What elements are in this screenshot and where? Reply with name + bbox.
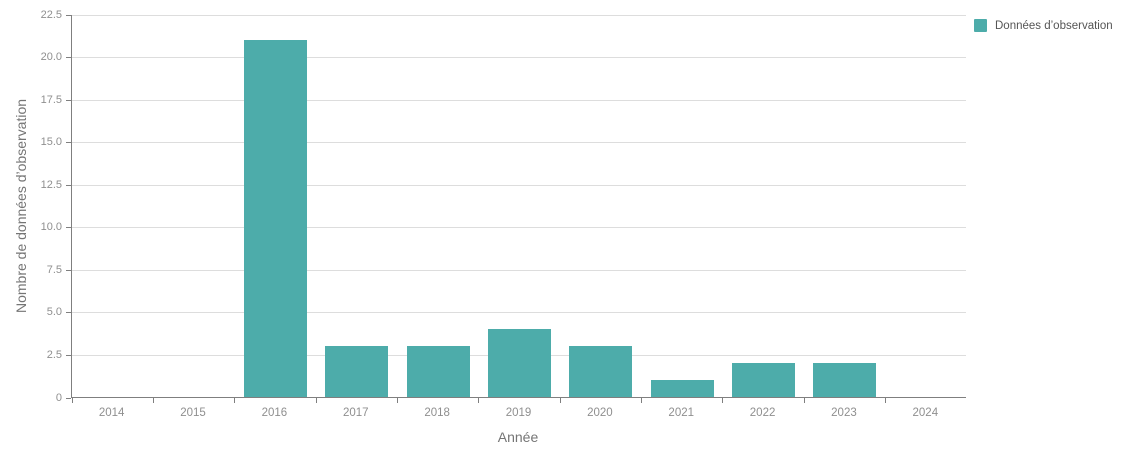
y-tick-mark-10.0 — [66, 227, 71, 229]
x-tick-label-2019: 2019 — [505, 407, 532, 419]
bar-2018[interactable] — [406, 345, 470, 397]
plot-area — [66, 14, 966, 403]
x-tick-label-2022: 2022 — [749, 407, 776, 419]
gridline-y-10.0 — [72, 227, 966, 229]
y-tick-mark-17.5 — [66, 99, 71, 101]
x-tick-mark-9 — [803, 398, 805, 403]
gridline-y-15.0 — [72, 142, 966, 144]
x-tick-mark-0 — [71, 398, 73, 403]
gridline-y-20.0 — [72, 57, 966, 59]
y-tick-mark-12.5 — [66, 184, 71, 186]
bar-2020[interactable] — [569, 345, 633, 397]
x-tick-mark-8 — [722, 398, 724, 403]
x-tick-label-2016: 2016 — [261, 407, 288, 419]
x-tick-label-2015: 2015 — [180, 407, 206, 419]
y-axis-title: Nombre de données d’observation — [13, 98, 29, 314]
x-tick-label-2014: 2014 — [98, 407, 125, 419]
gridline-y-22.5 — [72, 14, 966, 16]
gridline-y-17.5 — [72, 99, 966, 101]
x-tick-mark-3 — [315, 398, 317, 403]
x-tick-label-2018: 2018 — [424, 407, 450, 419]
x-tick-label-2020: 2020 — [587, 407, 613, 419]
y-tick-label-17.5: 17.5 — [40, 93, 62, 106]
x-tick-mark-6 — [559, 398, 561, 403]
y-tick-mark-7.5 — [66, 269, 71, 271]
y-tick-mark-20.0 — [66, 57, 71, 59]
y-tick-label-7.5: 7.5 — [46, 263, 62, 276]
gridline-y-12.5 — [72, 184, 966, 186]
y-tick-label-10.0: 10.0 — [40, 221, 62, 234]
bar-2023[interactable] — [813, 362, 877, 397]
y-tick-mark-0 — [66, 397, 71, 399]
y-tick-label-0: 0 — [55, 391, 62, 404]
y-tick-label-20.0: 20.0 — [40, 51, 62, 64]
y-tick-mark-15.0 — [66, 142, 71, 144]
y-tick-label-15.0: 15.0 — [40, 136, 62, 149]
y-tick-mark-2.5 — [66, 354, 71, 356]
x-tick-label-2024: 2024 — [912, 407, 939, 419]
bar-2019[interactable] — [488, 328, 551, 397]
bar-2017[interactable] — [325, 345, 389, 397]
x-axis-title: Année — [497, 429, 539, 445]
bar-2022[interactable] — [732, 362, 796, 397]
y-tick-label-12.5: 12.5 — [40, 178, 62, 191]
legend-swatch-icon — [974, 19, 987, 32]
y-tick-mark-5.0 — [66, 312, 71, 314]
y-tick-label-5.0: 5.0 — [46, 306, 62, 319]
y-tick-label-22.5: 22.5 — [40, 8, 62, 21]
x-tick-label-2021: 2021 — [668, 407, 695, 419]
y-tick-mark-22.5 — [66, 14, 71, 16]
y-tick-label-2.5: 2.5 — [46, 348, 62, 361]
legend-label: Données d’observation — [995, 19, 1113, 32]
x-tick-mark-1 — [152, 398, 154, 403]
x-tick-label-2023: 2023 — [831, 407, 857, 419]
x-tick-mark-5 — [478, 398, 480, 403]
gridline-y-7.5 — [72, 269, 966, 271]
bar-2016[interactable] — [243, 39, 307, 397]
legend-item[interactable]: Données d’observation — [974, 19, 1113, 32]
x-tick-mark-2 — [234, 398, 236, 403]
x-tick-mark-7 — [641, 398, 643, 403]
x-tick-label-2017: 2017 — [342, 407, 369, 419]
bar-2021[interactable] — [650, 379, 714, 397]
x-tick-mark-4 — [396, 398, 398, 403]
x-tick-mark-10 — [885, 398, 887, 403]
gridline-y-5.0 — [72, 312, 966, 314]
